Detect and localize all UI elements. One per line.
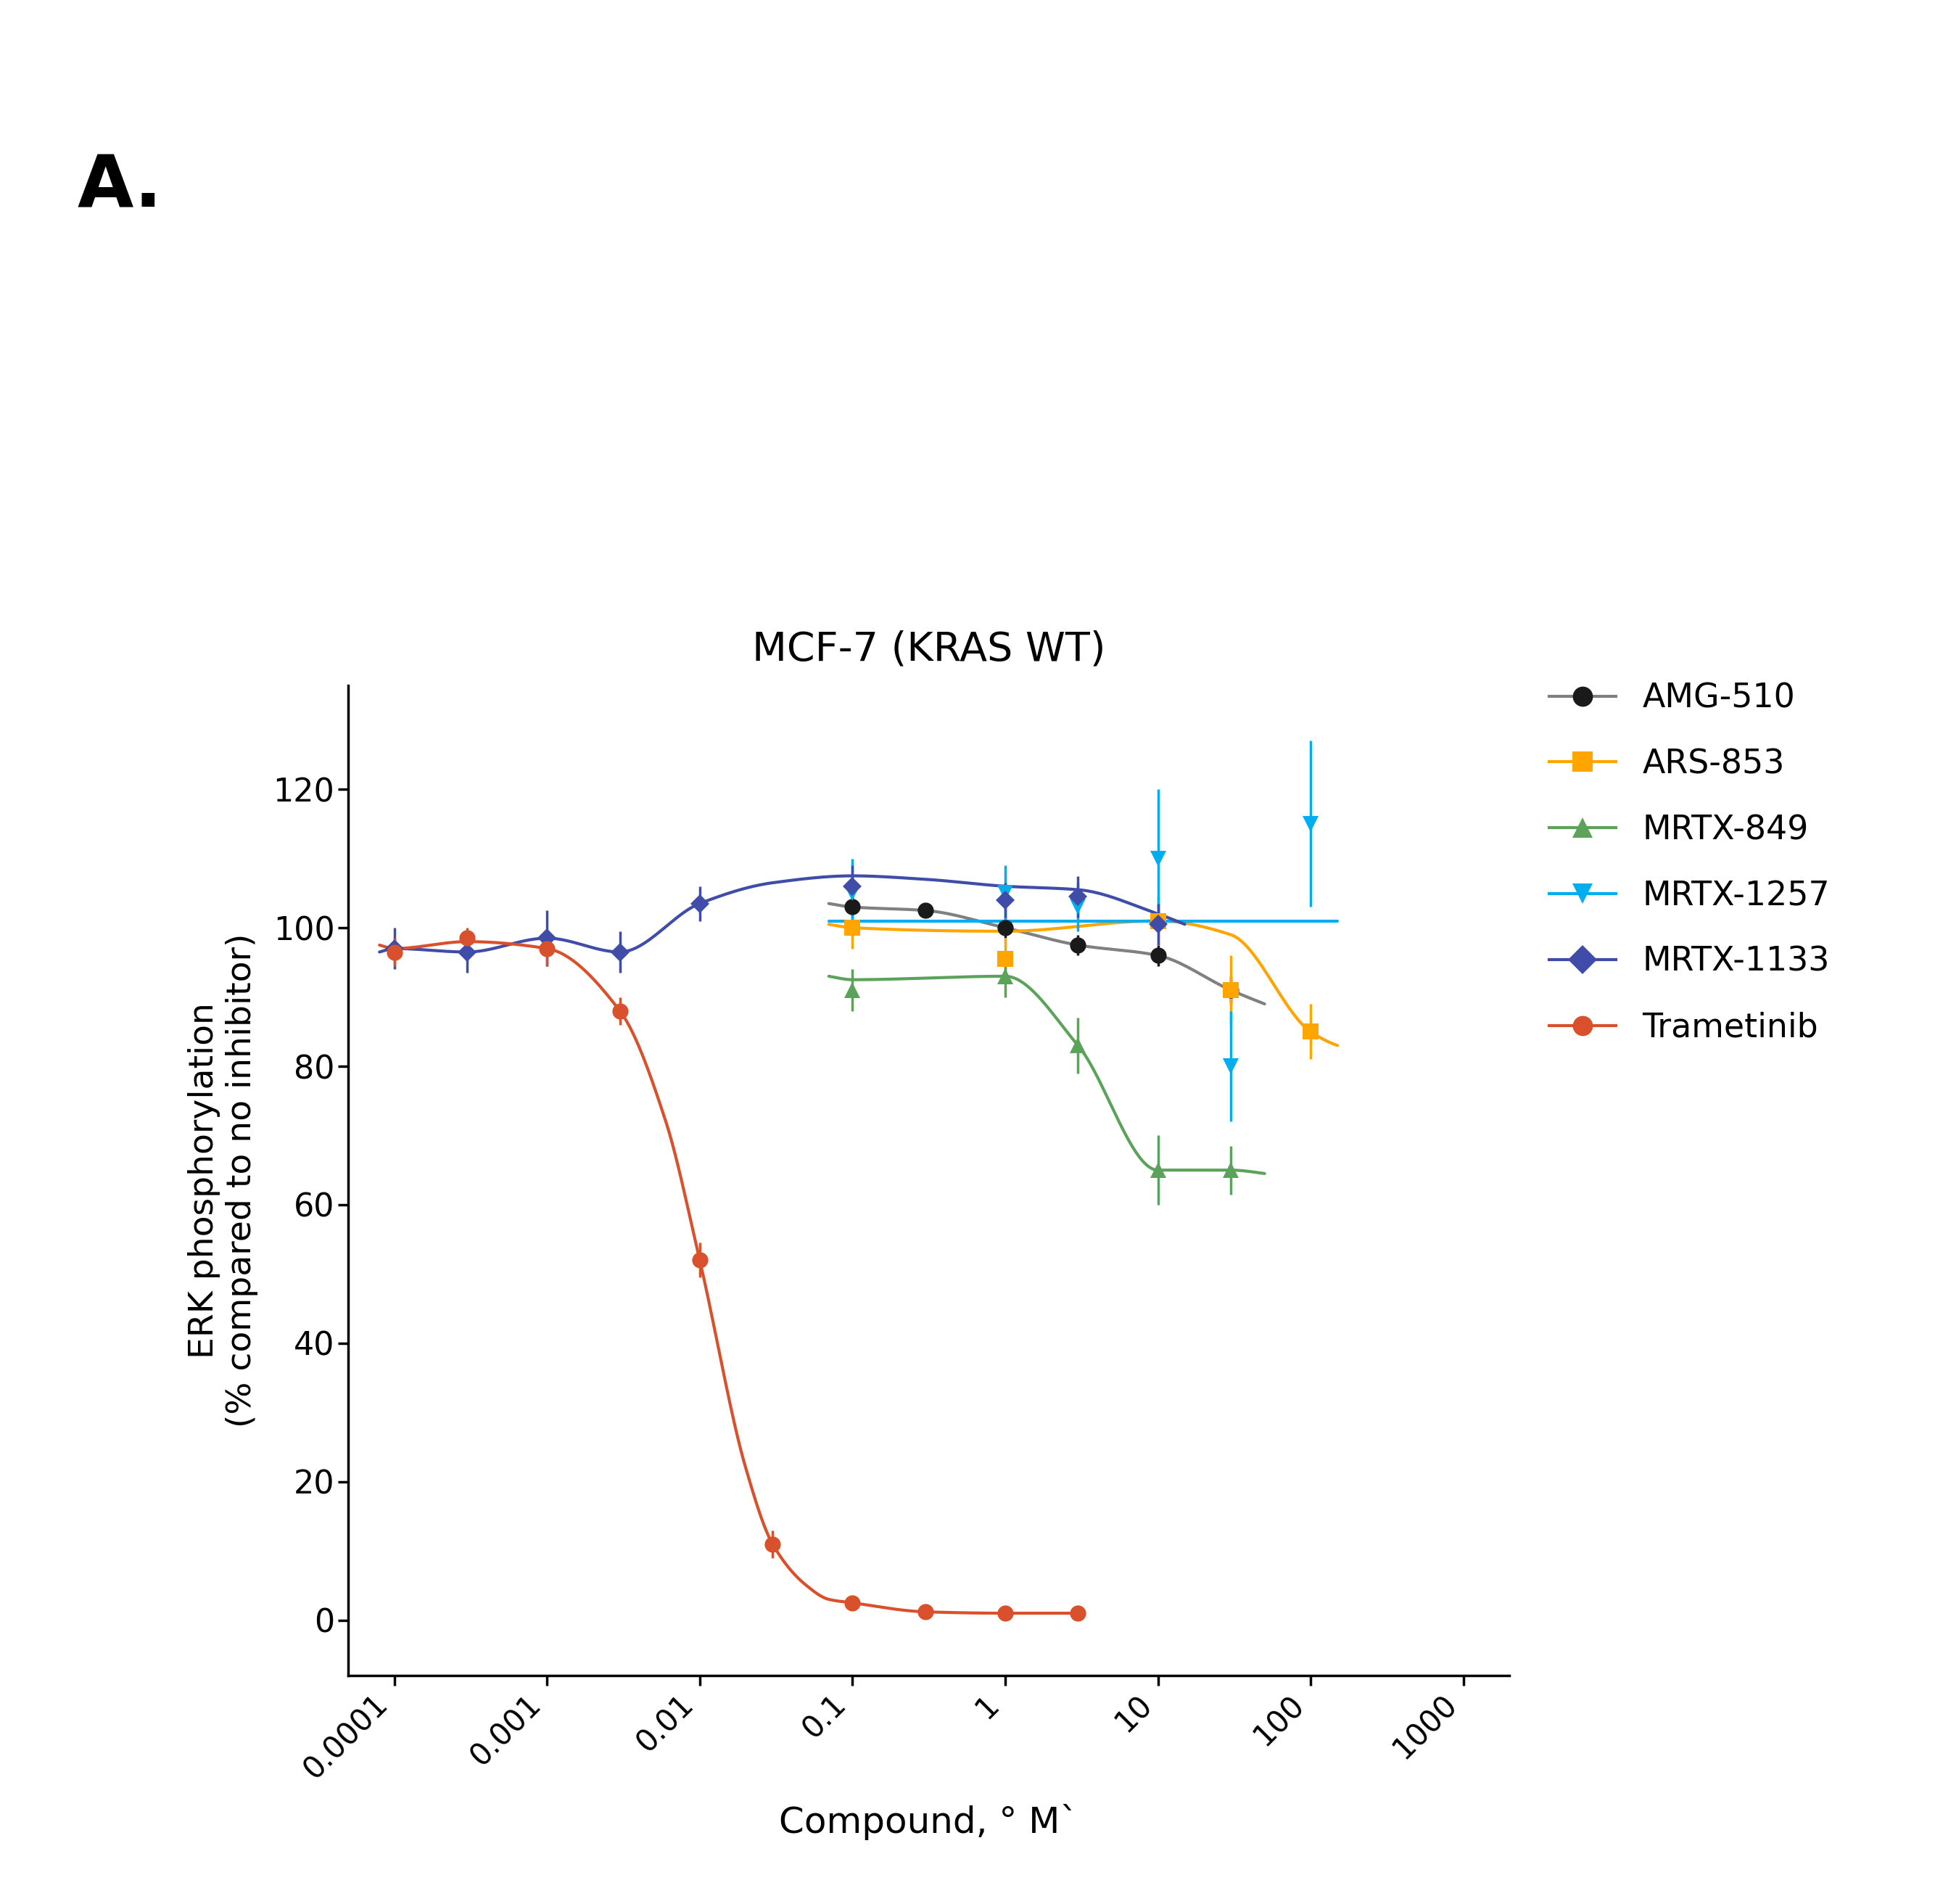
- X-axis label: Compound, ° M`: Compound, ° M`: [780, 1803, 1078, 1839]
- Y-axis label: ERK phosphorylation
(% compared to no inhibitor): ERK phosphorylation (% compared to no in…: [188, 933, 257, 1428]
- Legend: AMG-510, ARS-853, MRTX-849, MRTX-1257, MRTX-1133, Trametinib: AMG-510, ARS-853, MRTX-849, MRTX-1257, M…: [1550, 682, 1831, 1043]
- Text: A.: A.: [77, 152, 163, 223]
- Title: MCF-7 (KRAS WT): MCF-7 (KRAS WT): [753, 630, 1105, 668]
